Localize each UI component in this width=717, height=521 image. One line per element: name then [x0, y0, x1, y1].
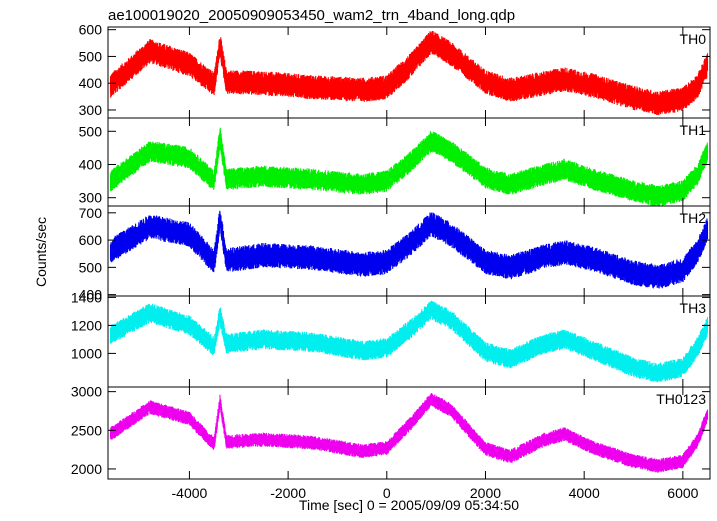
y-tick-label: 2000	[71, 461, 102, 477]
y-tick-label: 400	[79, 287, 103, 303]
x-tick-label: -2000	[270, 485, 306, 501]
plot-frame	[107, 295, 711, 388]
y-tick-label: 500	[79, 259, 103, 275]
panel-th0123: 2000 2500 3000 -4000 -2000 0 2000 4000 6000 TH012…	[71, 384, 711, 501]
x-tick-label: 0	[383, 485, 391, 501]
series-th0	[109, 31, 709, 116]
panel-th0: 300 400 500 600 TH0	[79, 22, 711, 119]
x-tick-label: 6000	[667, 485, 698, 501]
y-tick-label: 1200	[71, 317, 102, 333]
x-tick-label: -4000	[172, 485, 208, 501]
panel-th3: 1000 1200 1400 TH3	[71, 289, 711, 388]
panel-th1: 300 400 500 TH1	[79, 117, 711, 207]
y-tick-label: 600	[79, 22, 103, 38]
series-th3	[109, 300, 709, 383]
y-tick-label: 600	[79, 232, 103, 248]
x-tick-label: 4000	[569, 485, 600, 501]
y-tick-label: 500	[79, 48, 103, 64]
band-label: TH0123	[656, 391, 706, 407]
panel-th2: 400 500 600 700 TH2	[79, 205, 711, 303]
y-tick-label: 300	[79, 102, 103, 118]
band-label: TH2	[680, 210, 707, 226]
series-th1	[109, 127, 709, 207]
y-tick-label: 3000	[71, 384, 102, 400]
y-tick-label: 500	[79, 123, 103, 139]
series-th2	[109, 210, 709, 289]
band-label: TH0	[680, 31, 707, 47]
y-tick-label: 2500	[71, 422, 102, 438]
y-tick-label: 400	[79, 156, 103, 172]
y-tick-label: 1000	[71, 345, 102, 361]
x-tick-label: 2000	[470, 485, 501, 501]
y-tick-label: 700	[79, 205, 103, 221]
series-th0123	[109, 393, 709, 473]
panels: 300 400 500 600 TH0 300 400 500 TH1 400 500 600 700 T…	[71, 22, 711, 501]
y-tick-label: 1400	[71, 289, 102, 305]
band-label: TH1	[680, 122, 707, 138]
band-label: TH3	[680, 300, 707, 316]
y-axis-label: Counts/sec	[33, 217, 49, 287]
y-tick-label: 300	[79, 190, 103, 206]
y-tick-label: 400	[79, 75, 103, 91]
plot-frame	[107, 386, 711, 480]
chart-title: ae100019020_20050909053450_wam2_trn_4ban…	[108, 7, 515, 24]
x-axis-label: Time [sec] 0 = 2005/09/09 05:34:50	[299, 497, 519, 513]
